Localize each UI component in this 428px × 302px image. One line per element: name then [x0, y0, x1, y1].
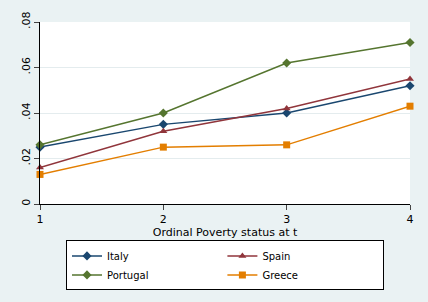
svg-text:Portugal: Portugal: [107, 270, 148, 281]
svg-text:Italy: Italy: [107, 251, 129, 262]
svg-text:Greece: Greece: [262, 270, 298, 281]
svg-text:.06: .06: [20, 57, 33, 75]
svg-text:4: 4: [407, 213, 414, 226]
svg-text:2: 2: [160, 213, 167, 226]
svg-text:1: 1: [37, 213, 44, 226]
svg-text:Ordinal Poverty status at t: Ordinal Poverty status at t: [153, 226, 298, 239]
svg-text:.08: .08: [20, 12, 33, 30]
svg-text:.02: .02: [20, 148, 33, 166]
svg-text:.04: .04: [20, 103, 33, 121]
svg-text:0: 0: [20, 199, 33, 206]
svg-text:Spain: Spain: [262, 251, 290, 262]
svg-text:3: 3: [283, 213, 290, 226]
